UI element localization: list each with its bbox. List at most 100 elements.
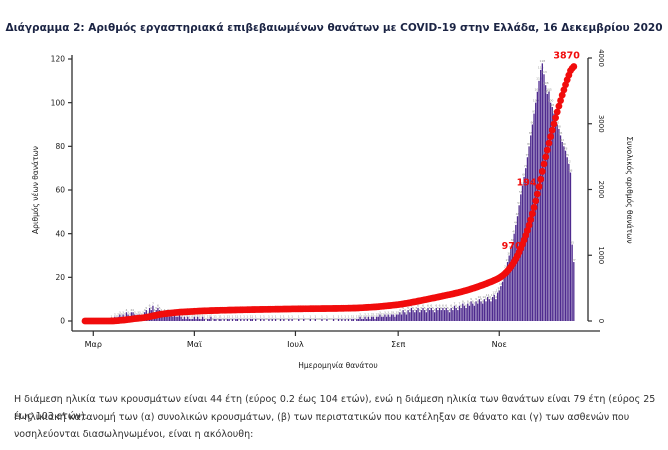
svg-text:0: 0 [286,317,288,321]
svg-text:90: 90 [555,120,559,124]
svg-text:6: 6 [442,304,444,308]
svg-text:0: 0 [343,317,345,321]
svg-text:110: 110 [536,77,542,81]
svg-text:0: 0 [324,317,326,321]
svg-text:100: 100 [548,98,554,102]
svg-text:4: 4 [404,308,406,312]
chart-title: Διάγραμμα 2: Αριθμός εργαστηριακά επιβεβ… [5,22,663,34]
svg-text:70: 70 [524,164,528,168]
svg-text:66: 66 [522,173,526,177]
svg-text:1: 1 [280,315,282,319]
svg-text:7: 7 [473,302,475,306]
svg-text:1: 1 [228,315,230,319]
svg-text:113: 113 [541,70,547,74]
svg-text:1: 1 [243,315,245,319]
svg-text:27: 27 [572,258,576,262]
svg-text:6: 6 [460,304,462,308]
svg-text:1: 1 [352,315,354,319]
svg-text:7: 7 [459,302,461,306]
svg-text:2: 2 [386,312,388,316]
svg-text:1: 1 [326,315,328,319]
svg-text:0: 0 [241,317,243,321]
svg-text:104: 104 [544,90,550,94]
svg-text:9: 9 [470,297,472,301]
svg-text:0: 0 [313,317,315,321]
svg-text:35: 35 [570,240,574,244]
svg-text:6: 6 [427,304,429,308]
svg-text:0: 0 [290,317,292,321]
svg-text:3: 3 [387,310,389,314]
svg-text:5: 5 [412,306,414,310]
svg-text:7: 7 [463,302,465,306]
svg-text:Μαρ: Μαρ [85,340,102,349]
svg-text:2: 2 [372,312,374,316]
svg-text:24: 24 [504,264,508,268]
svg-text:6: 6 [149,304,151,308]
svg-text:0: 0 [225,317,227,321]
svg-text:90: 90 [530,120,534,124]
svg-text:1: 1 [200,315,202,319]
svg-text:0: 0 [217,317,219,321]
svg-text:0: 0 [212,317,214,321]
svg-text:1: 1 [182,315,184,319]
svg-text:0: 0 [281,317,283,321]
svg-text:1: 1 [362,315,364,319]
svg-text:1: 1 [232,315,234,319]
svg-text:1: 1 [220,315,222,319]
svg-text:5: 5 [429,306,431,310]
svg-text:2: 2 [202,312,204,316]
svg-text:4: 4 [164,308,166,312]
svg-text:4: 4 [399,308,401,312]
svg-text:115: 115 [538,66,544,70]
svg-text:2: 2 [364,312,366,316]
svg-text:1: 1 [333,315,335,319]
svg-text:0: 0 [245,317,247,321]
svg-text:1: 1 [198,315,200,319]
svg-text:0: 0 [256,317,258,321]
svg-text:1: 1 [344,315,346,319]
svg-text:0: 0 [258,317,260,321]
svg-text:1: 1 [361,315,363,319]
svg-text:3: 3 [134,310,136,314]
svg-text:4: 4 [130,308,132,312]
svg-text:118: 118 [539,59,545,63]
svg-text:2: 2 [394,312,396,316]
svg-text:1: 1 [275,315,277,319]
svg-text:4: 4 [132,308,134,312]
svg-text:3: 3 [401,310,403,314]
svg-text:1: 1 [268,315,270,319]
svg-text:5: 5 [145,306,147,310]
svg-text:1: 1 [223,315,225,319]
svg-text:14: 14 [497,286,501,290]
svg-text:0: 0 [273,317,275,321]
svg-text:1000: 1000 [597,246,605,264]
svg-text:4: 4 [125,308,127,312]
svg-text:5: 5 [420,306,422,310]
svg-text:1: 1 [207,315,209,319]
svg-text:2: 2 [129,312,131,316]
svg-text:1: 1 [213,315,215,319]
svg-text:0: 0 [276,317,278,321]
svg-text:0: 0 [354,317,356,321]
svg-text:3870: 3870 [553,51,580,62]
svg-text:6: 6 [157,304,159,308]
svg-text:Συνολικός αριθμός θανάτων: Συνολικός αριθμός θανάτων [625,136,634,243]
svg-text:10: 10 [487,295,491,299]
svg-text:0: 0 [294,317,296,321]
svg-text:2: 2 [210,312,212,316]
svg-text:2000: 2000 [597,181,605,199]
svg-text:75: 75 [526,153,530,157]
svg-text:4: 4 [144,308,146,312]
svg-text:0: 0 [597,319,605,323]
svg-text:11: 11 [491,293,495,297]
svg-text:10: 10 [482,295,486,299]
svg-text:2: 2 [371,312,373,316]
svg-text:5: 5 [457,306,459,310]
svg-text:4: 4 [434,308,436,312]
svg-text:2: 2 [117,312,119,316]
svg-text:4: 4 [449,308,451,312]
svg-text:3: 3 [384,310,386,314]
svg-text:1: 1 [235,315,237,319]
svg-text:2: 2 [367,312,369,316]
